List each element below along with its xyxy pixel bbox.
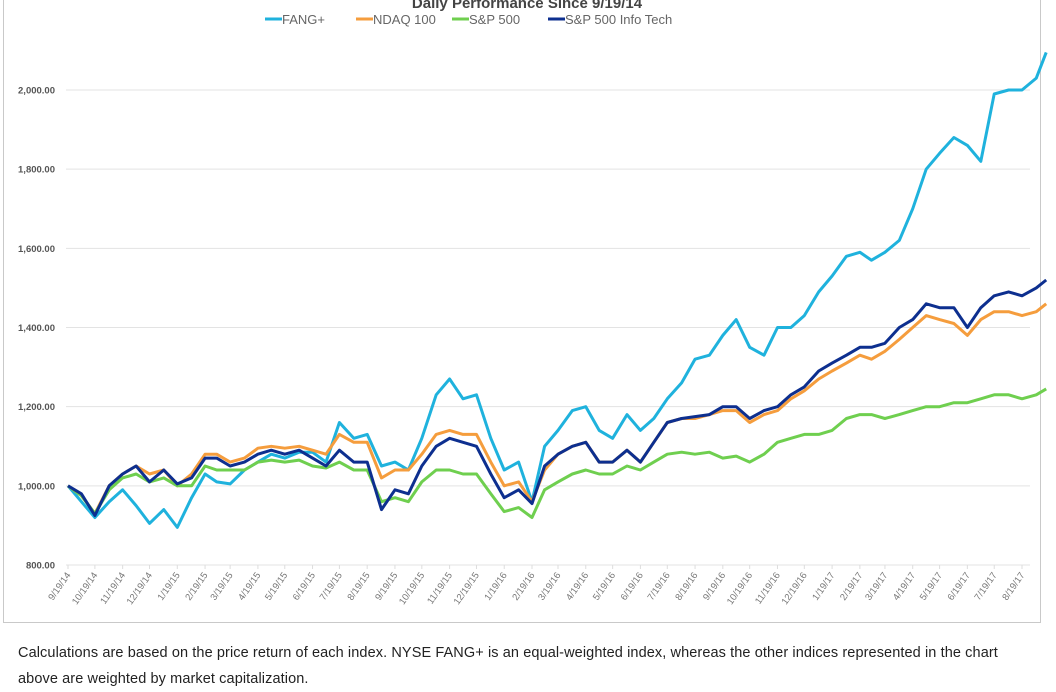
x-tick-label: 1/19/17 xyxy=(810,570,837,602)
x-tick-label: 6/19/17 xyxy=(946,570,973,602)
y-tick-label: 1,000.00 xyxy=(18,481,55,492)
x-tick-label: 3/19/17 xyxy=(863,570,890,602)
x-tick-label: 2/19/15 xyxy=(183,570,210,602)
x-tick-label: 5/19/16 xyxy=(591,570,618,602)
legend-label: S&P 500 Info Tech xyxy=(565,12,672,27)
x-tick-label: 9/19/14 xyxy=(46,570,73,602)
y-tick-label: 800.00 xyxy=(26,561,55,572)
y-tick-label: 2,000.00 xyxy=(18,86,55,97)
x-tick-label: 4/19/16 xyxy=(564,570,591,602)
legend-item: NDAQ 100 xyxy=(356,12,436,27)
series-line-fang- xyxy=(66,51,1048,529)
performance-chart: Daily Performance Since 9/19/14 FANG+ NDA… xyxy=(18,0,1048,607)
chart-title: Daily Performance Since 9/19/14 xyxy=(412,0,643,12)
x-tick-label: 4/19/17 xyxy=(891,570,918,602)
x-tick-label: 5/19/15 xyxy=(263,570,290,602)
x-tick-label: 7/19/17 xyxy=(972,570,999,602)
y-axis: 800.00 1,000.00 1,200.00 1,400.00 1,600.00 1,… xyxy=(18,86,55,572)
x-tick-label: 3/19/16 xyxy=(536,570,563,602)
x-tick-label: 7/19/15 xyxy=(318,570,345,602)
y-tick-label: 1,200.00 xyxy=(18,402,55,413)
x-tick-label: 12/19/14 xyxy=(125,570,155,607)
x-tick-label: 12/19/15 xyxy=(452,570,482,607)
x-tick-label: 1/19/15 xyxy=(156,570,183,602)
x-tick-label: 8/19/17 xyxy=(1000,570,1027,602)
x-tick-label: 5/19/17 xyxy=(918,570,945,602)
chart-caption: Calculations are based on the price retu… xyxy=(18,645,998,687)
x-tick-label: 6/19/16 xyxy=(619,570,646,602)
x-tick-label: 2/19/16 xyxy=(510,570,537,602)
x-tick-label: 4/19/15 xyxy=(236,570,263,602)
legend: FANG+ NDAQ 100 S&P 500 S&P 500 Info Tech xyxy=(265,12,672,27)
y-tick-label: 1,400.00 xyxy=(18,323,55,334)
series-lines xyxy=(66,51,1048,529)
x-tick-label: 9/19/15 xyxy=(373,570,400,602)
x-tick-label: 7/19/16 xyxy=(646,570,673,602)
series-line-s-p-500-info-tech xyxy=(67,278,1048,517)
x-tick-label: 10/19/15 xyxy=(397,570,427,607)
legend-label: S&P 500 xyxy=(469,12,520,27)
legend-label: FANG+ xyxy=(282,12,325,27)
x-tick-label: 3/19/15 xyxy=(208,570,235,602)
x-tick-label: 10/19/14 xyxy=(70,570,100,607)
legend-item: S&P 500 xyxy=(452,12,520,27)
legend-item: FANG+ xyxy=(265,12,325,27)
x-tick-label: 1/19/16 xyxy=(483,570,510,602)
chart-frame xyxy=(3,0,1041,623)
x-tick-label: 12/19/16 xyxy=(780,570,810,607)
y-tick-label: 1,600.00 xyxy=(18,244,55,255)
y-tick-label: 1,800.00 xyxy=(18,165,55,176)
legend-label: NDAQ 100 xyxy=(373,12,436,27)
x-tick-label: 9/19/16 xyxy=(701,570,728,602)
x-tick-label: 8/19/15 xyxy=(345,570,372,602)
x-tick-label: 8/19/16 xyxy=(673,570,700,602)
series-line-s-p-500 xyxy=(67,387,1047,519)
x-tick-label: 10/19/16 xyxy=(725,570,755,607)
x-tick-label: 2/19/17 xyxy=(838,570,865,602)
x-tick-label: 6/19/15 xyxy=(291,570,318,602)
gridlines xyxy=(66,89,1030,566)
legend-item: S&P 500 Info Tech xyxy=(548,12,672,27)
